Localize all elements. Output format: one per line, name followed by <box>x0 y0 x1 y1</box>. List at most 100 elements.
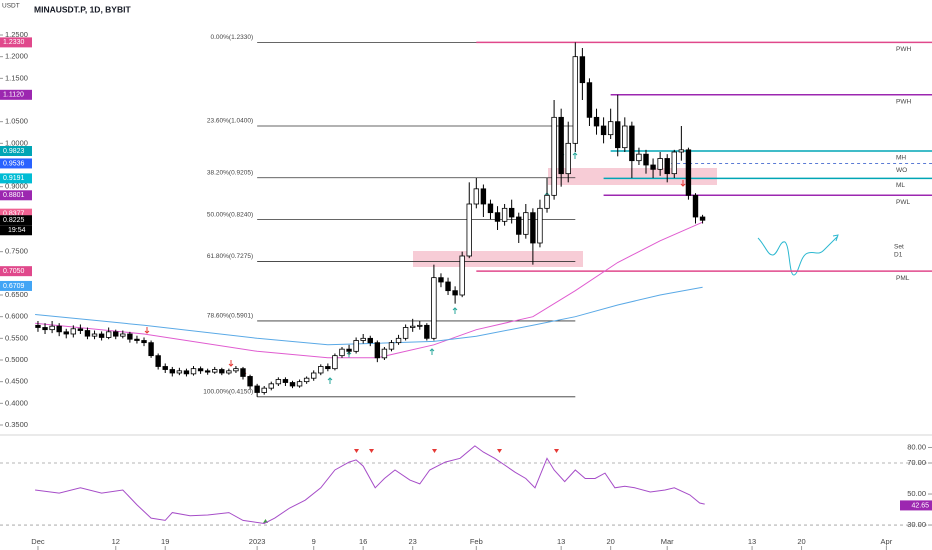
candle-body <box>629 125 635 162</box>
price-badge <box>0 37 32 48</box>
candle-body <box>42 327 48 331</box>
candle-body <box>551 116 557 196</box>
candle-body <box>572 56 579 144</box>
price-badge-label: 0.6709 <box>3 283 25 290</box>
candle-body <box>523 212 529 235</box>
candle-body <box>127 333 133 340</box>
candle-body <box>622 125 628 149</box>
candle-body <box>402 327 409 339</box>
candle-body <box>381 348 388 359</box>
candle-body <box>282 379 289 383</box>
price-badge <box>0 190 32 201</box>
price-badge-label: 0.8377 <box>3 211 25 218</box>
candle-body <box>91 333 98 337</box>
price-badge <box>0 146 32 157</box>
y-tick-label: 50.00 <box>907 489 926 498</box>
candle-body <box>233 368 239 372</box>
y-tick-label: 1.2500 <box>5 30 28 39</box>
countdown: 19:54 <box>8 227 26 234</box>
candle-body <box>431 277 437 339</box>
y-tick-label: 0.4000 <box>5 398 28 407</box>
rsi-badge <box>900 500 932 511</box>
candle-body <box>197 368 204 372</box>
signals <box>144 152 686 523</box>
candle-body <box>459 255 465 296</box>
candle-body <box>190 368 197 375</box>
price-badge-label: 0.8225 <box>3 217 25 224</box>
note: D1 <box>894 252 903 259</box>
zones <box>413 168 717 267</box>
candle-body <box>84 330 91 337</box>
y-tick-label: 1.0000 <box>5 138 28 147</box>
candle-body <box>409 325 416 328</box>
x-tick-label: Mar <box>661 537 674 546</box>
candle-body <box>537 207 543 244</box>
candle-body <box>162 366 168 370</box>
candle-body <box>593 116 600 127</box>
price-badge <box>0 215 32 226</box>
candle-body <box>360 337 366 341</box>
candle-body <box>607 121 614 136</box>
key-level-label: ML <box>896 182 905 189</box>
candle-body <box>346 348 352 352</box>
candle-body <box>494 212 501 222</box>
candle-body <box>452 290 458 296</box>
candle-body <box>438 277 444 283</box>
x-tick-label: 23 <box>409 537 417 546</box>
candle-body <box>261 387 267 393</box>
candle-body <box>169 369 176 374</box>
candle-body <box>516 216 522 235</box>
candle-body <box>247 376 253 387</box>
buy-arrow <box>429 348 435 355</box>
buy-arrow <box>572 152 578 159</box>
candle-body <box>98 333 105 338</box>
candle-body <box>388 342 395 350</box>
y-tick-label: 0.6000 <box>5 312 28 321</box>
y-tick-label: 0.3500 <box>5 420 28 429</box>
fib-label: 100.00%(0.4150) <box>203 389 253 396</box>
price-badge-label: 1.1120 <box>3 92 24 99</box>
candle-body <box>650 164 656 170</box>
candle-body <box>501 207 508 222</box>
y-tick-label: 80.00 <box>907 442 926 451</box>
price-badge <box>0 89 32 100</box>
fib-label: 50.00%(0.8240) <box>207 211 253 218</box>
candle-body <box>49 325 55 331</box>
candle-body <box>268 383 274 389</box>
candle-body <box>325 366 331 370</box>
fib-label: 23.60%(1.0400) <box>207 118 253 125</box>
candle-body <box>424 324 430 339</box>
y-tick-label: 70.00 <box>907 458 926 467</box>
candle-body <box>63 331 69 335</box>
key-level-label: PWH <box>896 46 911 53</box>
candle-body <box>586 82 593 118</box>
y-tick-label: 0.9000 <box>5 182 28 191</box>
candle-body <box>374 342 381 359</box>
candle-body <box>113 331 119 337</box>
candle-body <box>296 381 303 387</box>
candle-body <box>134 338 140 341</box>
candle-body <box>254 385 260 393</box>
x-tick-label: Apr <box>881 537 893 546</box>
countdown-badge <box>0 225 32 236</box>
candle-body <box>35 324 41 328</box>
candle-body <box>155 355 161 367</box>
candle-body <box>339 348 345 357</box>
y-tick-label: 0.6500 <box>5 290 28 299</box>
key-level-label: PWL <box>896 199 910 206</box>
y-tick-label: 1.1500 <box>5 73 28 82</box>
rsi-line <box>35 445 705 525</box>
chart-title: MINAUSDT.P, 1D, BYBIT <box>34 4 131 14</box>
x-tick-label: Dec <box>31 537 45 546</box>
candle-body <box>473 188 480 205</box>
price-badge <box>0 158 32 169</box>
fib-label: 38.20%(0.9205) <box>207 170 253 177</box>
moving-average <box>35 286 703 346</box>
candle-body <box>141 340 147 344</box>
candle-body <box>565 142 571 175</box>
x-tick-label: 16 <box>359 537 367 546</box>
price-badge <box>0 208 32 219</box>
candle-body <box>176 370 183 374</box>
candle-body <box>303 377 310 383</box>
x-tick-label: 12 <box>112 537 120 546</box>
